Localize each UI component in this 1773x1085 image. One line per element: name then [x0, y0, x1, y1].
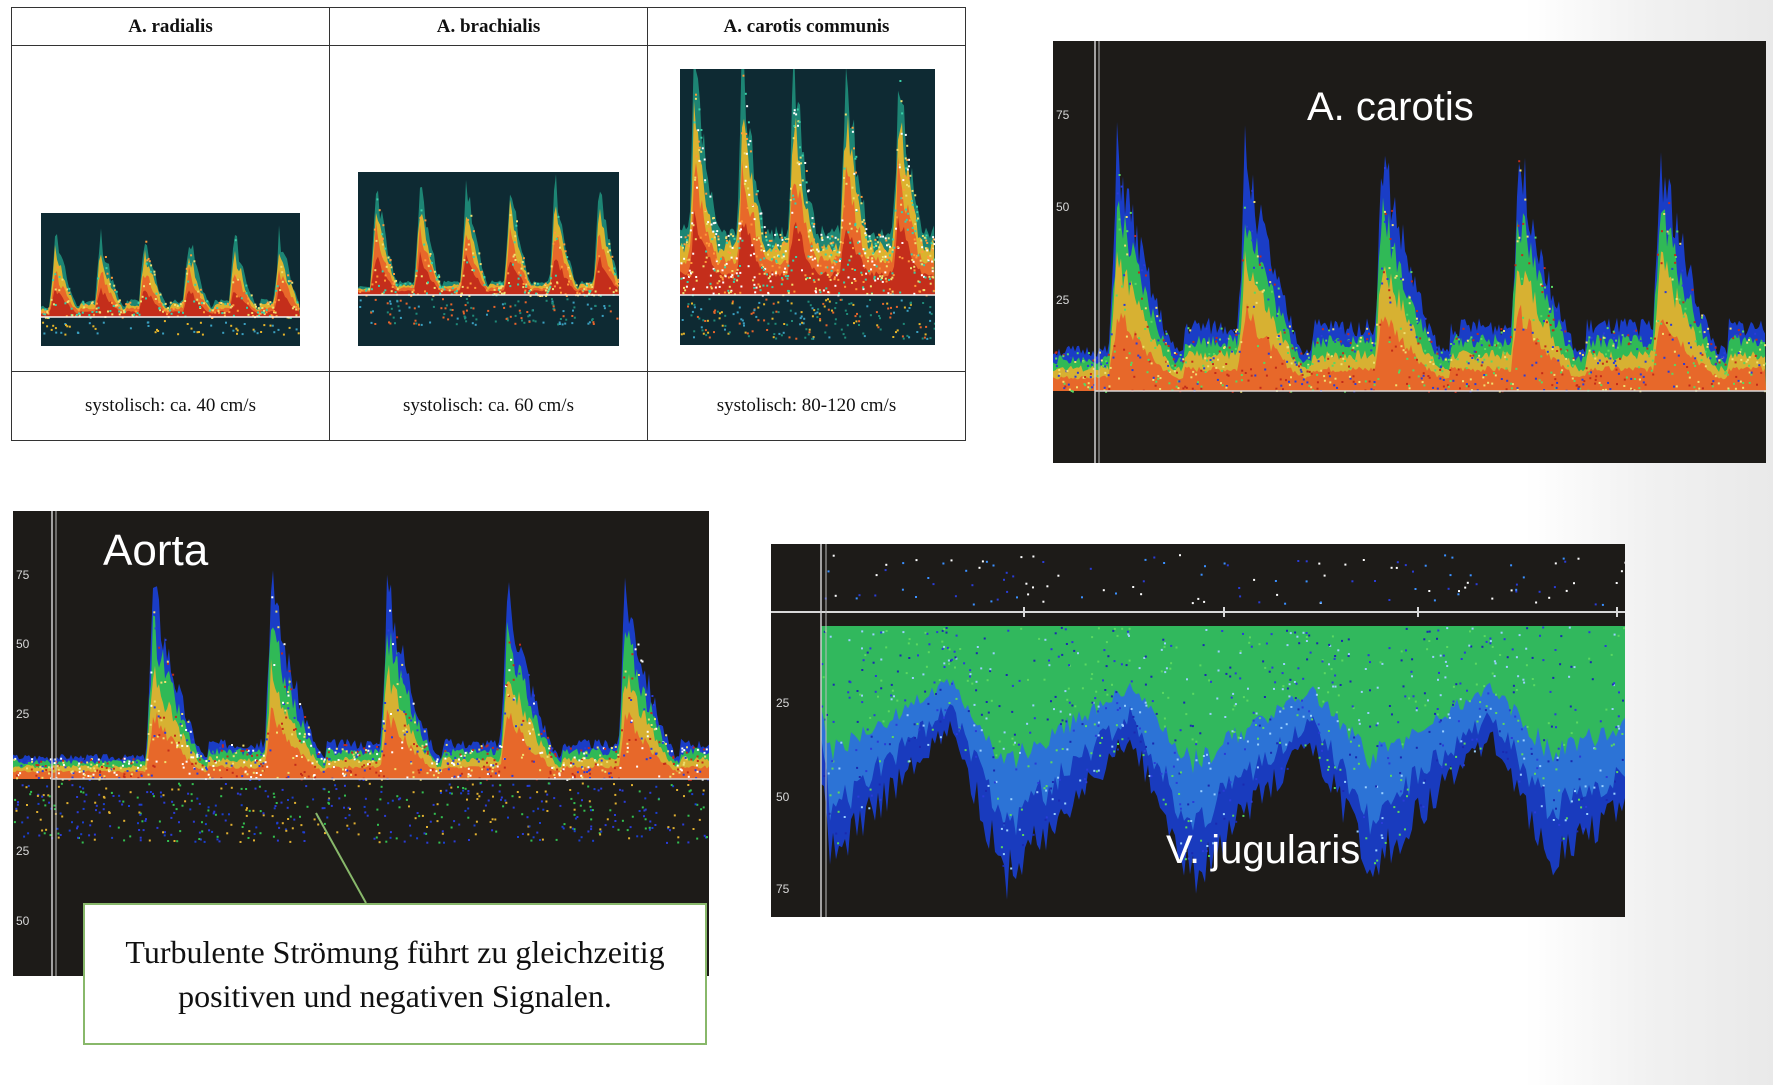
carotis-tick-75: 75: [1056, 108, 1070, 122]
table-image-row: [11, 45, 966, 372]
turbulence-callout: Turbulente Strömung führt zu gleichzeiti…: [83, 903, 707, 1045]
aorta-tick-50-negative: 50: [16, 914, 30, 928]
jugularis-tick-75: 75: [776, 882, 790, 896]
jugularis-tick-25: 25: [776, 696, 790, 710]
table-value-row: systolisch: ca. 40 cm/s systolisch: ca. …: [11, 371, 966, 441]
value-carotis-communis: systolisch: 80-120 cm/s: [647, 371, 966, 441]
aorta-label: Aorta: [103, 526, 209, 575]
carotis-label: A. carotis: [1307, 85, 1474, 129]
carotis-tick-25: 25: [1056, 293, 1070, 307]
aorta-tick-25-negative: 25: [16, 844, 30, 858]
callout-line-2: positiven und negativen Signalen.: [178, 978, 612, 1014]
jugularis-doppler-spectrum: [771, 544, 1625, 917]
aorta-tick-25-positive: 25: [16, 707, 30, 721]
header-radialis: A. radialis: [11, 7, 330, 46]
carotis-communis-doppler-spectrum: [680, 69, 935, 345]
carotis-doppler-spectrum: [1053, 41, 1766, 463]
aorta-tick-50: 50: [16, 637, 30, 651]
cell-brachialis-spectrum: [329, 45, 648, 372]
aorta-panel: Aorta 75 50 25 25 50: [13, 511, 709, 976]
cell-carotis-communis-spectrum: [647, 45, 966, 372]
aorta-tick-75: 75: [16, 568, 30, 582]
radialis-doppler-spectrum: [41, 213, 300, 346]
header-brachialis: A. brachialis: [329, 7, 648, 46]
jugularis-tick-50: 50: [776, 790, 790, 804]
cell-radialis-spectrum: [11, 45, 330, 372]
aorta-doppler-spectrum: [13, 511, 709, 976]
brachialis-doppler-spectrum: [358, 172, 619, 346]
vessel-comparison-table: A. radialis A. brachialis A. carotis com…: [11, 7, 966, 441]
header-carotis-communis: A. carotis communis: [647, 7, 966, 46]
callout-line-1: Turbulente Strömung führt zu gleichzeiti…: [125, 934, 665, 970]
value-radialis: systolisch: ca. 40 cm/s: [11, 371, 330, 441]
value-brachialis: systolisch: ca. 60 cm/s: [329, 371, 648, 441]
carotis-tick-50: 50: [1056, 200, 1070, 214]
jugularis-panel: V. jugularis 25 50 75: [771, 544, 1625, 917]
table-header-row: A. radialis A. brachialis A. carotis com…: [11, 7, 966, 46]
carotis-panel: A. carotis 75 50 25: [1053, 41, 1766, 463]
jugularis-label: V. jugularis: [1166, 828, 1361, 872]
